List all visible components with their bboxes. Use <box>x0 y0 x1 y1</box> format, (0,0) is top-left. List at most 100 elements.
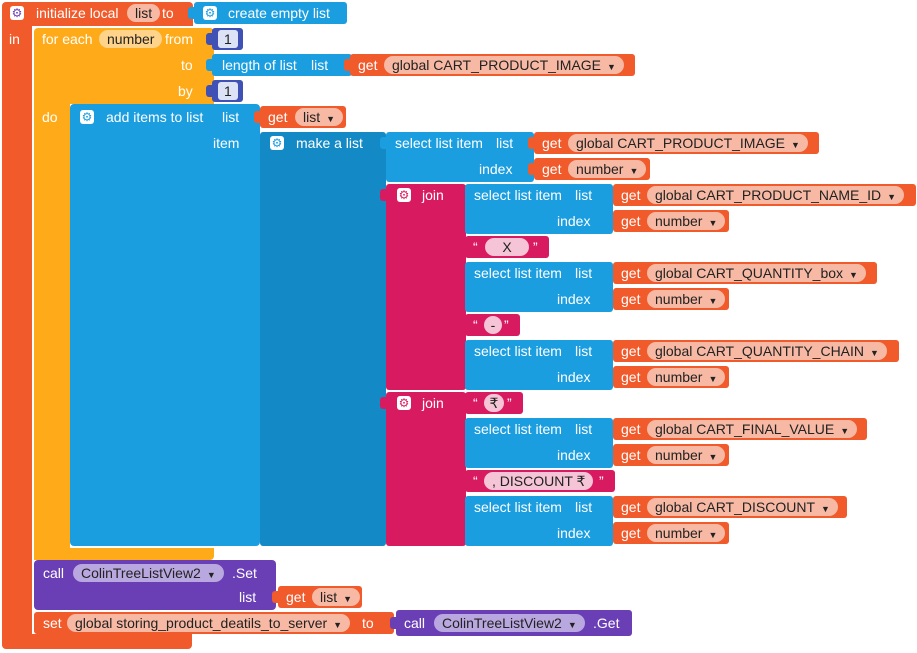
join-label: join <box>422 187 444 203</box>
variable-dropdown[interactable]: global CART_FINAL_VALUE ▼ <box>647 420 858 438</box>
by-number-value[interactable]: 1 <box>218 82 238 100</box>
variable-dropdown[interactable]: global storing_product_deatils_to_server… <box>67 614 351 632</box>
gear-icon[interactable]: ⚙ <box>270 136 284 150</box>
add-items-to-list-block[interactable] <box>70 104 260 546</box>
join-block[interactable] <box>386 392 466 546</box>
get-label: get <box>621 265 641 281</box>
local-variable-name[interactable]: list <box>127 4 161 22</box>
variable-dropdown[interactable]: global CART_PRODUCT_IMAGE ▼ <box>568 134 808 152</box>
add-item-socket-label: item <box>213 135 240 151</box>
initialize-local-block[interactable] <box>2 2 193 26</box>
gear-icon[interactable]: ⚙ <box>397 188 411 202</box>
method-label: .Get <box>593 615 620 631</box>
text-value[interactable]: - <box>484 316 502 334</box>
index-socket-label: index <box>557 291 591 307</box>
variable-dropdown[interactable]: number ▼ <box>647 446 726 464</box>
list-socket-label: list <box>575 343 593 359</box>
select-list-item-block[interactable] <box>465 184 613 234</box>
from-number-value[interactable]: 1 <box>218 30 238 48</box>
get-label: get <box>621 343 641 359</box>
component-dropdown[interactable]: ColinTreeListView2 ▼ <box>73 564 224 582</box>
variable-dropdown[interactable]: global CART_QUANTITY_CHAIN ▼ <box>647 342 887 360</box>
from-label: from <box>165 31 193 47</box>
variable-dropdown[interactable]: list ▼ <box>312 588 361 606</box>
set-to-label: to <box>362 615 374 631</box>
set-label: set <box>43 615 62 631</box>
do-label: do <box>42 109 58 125</box>
for-each-spine <box>34 104 70 560</box>
select-list-item-label: select list item <box>474 187 562 203</box>
text-value[interactable]: , DISCOUNT ₹ <box>484 472 594 490</box>
index-socket-label: index <box>557 369 591 385</box>
join-block[interactable] <box>386 184 466 390</box>
variable-dropdown[interactable]: global CART_PRODUCT_IMAGE ▼ <box>384 56 624 74</box>
method-label: .Set <box>232 565 257 581</box>
quote-close: ” <box>504 317 509 333</box>
select-list-item-label: select list item <box>474 343 562 359</box>
initialize-local-spine <box>2 24 32 636</box>
get-label: get <box>621 525 641 541</box>
variable-dropdown[interactable]: number ▼ <box>647 212 726 230</box>
list-socket-label: list <box>575 265 593 281</box>
index-socket-label: index <box>557 447 591 463</box>
call-label: call <box>404 615 426 631</box>
select-list-item-label: select list item <box>474 421 562 437</box>
component-dropdown[interactable]: ColinTreeListView2 ▼ <box>434 614 585 632</box>
init-in-label: in <box>9 31 20 47</box>
loop-variable-name[interactable]: number <box>99 30 163 48</box>
select-list-item-label: select list item <box>395 135 483 151</box>
quote-close: ” <box>599 473 604 489</box>
variable-dropdown[interactable]: number ▼ <box>647 524 726 542</box>
list-socket-label: list <box>575 187 593 203</box>
variable-dropdown[interactable]: global CART_DISCOUNT ▼ <box>647 498 838 516</box>
quote-open: “ <box>473 317 478 333</box>
list-socket-label: list <box>239 589 257 605</box>
quote-close: ” <box>533 239 538 255</box>
add-items-label: add items to list <box>106 109 204 125</box>
by-label: by <box>178 83 193 99</box>
variable-dropdown[interactable]: number ▼ <box>647 290 726 308</box>
initialize-local-footer <box>2 634 192 649</box>
text-value[interactable]: X <box>485 238 529 256</box>
variable-dropdown[interactable]: number ▼ <box>647 368 726 386</box>
select-list-item-label: select list item <box>474 265 562 281</box>
length-of-list-block[interactable] <box>212 54 352 76</box>
quote-open: “ <box>473 395 478 411</box>
variable-dropdown[interactable]: global CART_QUANTITY_box ▼ <box>647 264 866 282</box>
text-value[interactable]: ₹ <box>484 394 504 412</box>
join-label: join <box>422 395 444 411</box>
create-empty-list-block[interactable] <box>194 2 347 24</box>
index-socket-label: index <box>557 213 591 229</box>
gear-icon[interactable]: ⚙ <box>10 6 24 20</box>
create-empty-list-label: create empty list <box>228 5 330 21</box>
get-label: get <box>621 369 641 385</box>
variable-dropdown[interactable]: list ▼ <box>295 108 344 126</box>
list-socket-label: list <box>496 135 514 151</box>
get-label: get <box>358 57 378 73</box>
get-label: get <box>621 291 641 307</box>
get-label: get <box>542 135 562 151</box>
gear-icon[interactable]: ⚙ <box>80 110 94 124</box>
get-label: get <box>621 187 641 203</box>
select-list-item-block[interactable] <box>386 132 534 182</box>
make-a-list-block[interactable] <box>260 132 386 546</box>
quote-open: “ <box>473 473 478 489</box>
length-list-socket-label: list <box>311 57 329 73</box>
variable-dropdown[interactable]: number ▼ <box>568 160 647 178</box>
select-list-item-block[interactable] <box>465 496 613 546</box>
get-label: get <box>621 421 641 437</box>
init-to-label: to <box>162 5 174 21</box>
gear-icon[interactable]: ⚙ <box>397 396 411 410</box>
variable-dropdown[interactable]: global CART_PRODUCT_NAME_ID ▼ <box>647 186 905 204</box>
for-each-footer <box>34 548 214 560</box>
call-label: call <box>43 565 65 581</box>
select-list-item-label: select list item <box>474 499 562 515</box>
select-list-item-block[interactable] <box>465 262 613 312</box>
get-label: get <box>621 499 641 515</box>
list-socket-label: list <box>575 421 593 437</box>
gear-icon[interactable]: ⚙ <box>203 6 217 20</box>
select-list-item-block[interactable] <box>465 418 613 468</box>
loop-to-label: to <box>181 57 193 73</box>
get-label: get <box>542 161 562 177</box>
select-list-item-block[interactable] <box>465 340 613 390</box>
